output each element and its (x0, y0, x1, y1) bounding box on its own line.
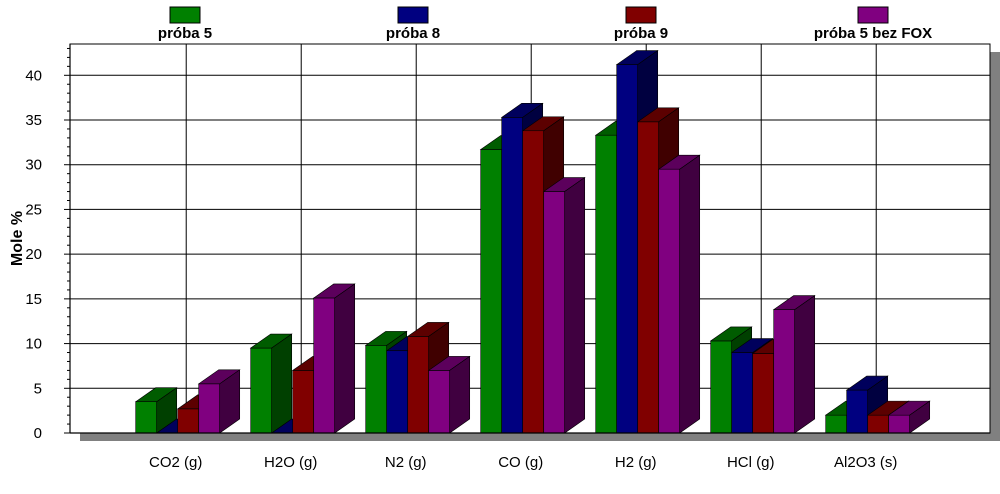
bar-side (449, 355, 471, 434)
bar-front (177, 408, 200, 434)
x-tick-label: CO2 (g) (149, 454, 202, 471)
bar (427, 355, 471, 434)
bar-side (909, 400, 931, 434)
bar-front (888, 414, 911, 434)
legend-swatch (169, 6, 201, 24)
bar-front (637, 121, 660, 434)
legend-item: próba 5 (158, 6, 212, 42)
bar-front (752, 353, 775, 434)
legend-swatch (397, 6, 429, 24)
legend-label: próba 5 (158, 25, 212, 42)
bar-side (334, 283, 356, 434)
bar-front (198, 383, 221, 434)
bar-front (480, 149, 503, 434)
bar-front (501, 117, 524, 434)
y-axis-title: Mole % (9, 211, 26, 266)
legend: próba 5 próba 8 próba 9 próba 5 bez FOX (158, 6, 932, 42)
legend-item: próba 8 (386, 6, 440, 42)
bar-side (564, 176, 586, 434)
y-tick-label: 0 (34, 425, 42, 442)
legend-swatch (625, 6, 657, 24)
bar (657, 154, 701, 434)
x-tick-label: H2O (g) (264, 454, 317, 471)
bar (249, 333, 293, 434)
bar-side (679, 154, 701, 434)
y-tick-label: 20 (25, 246, 42, 263)
x-tick-label: H2 (g) (615, 454, 657, 471)
bar-side (219, 369, 241, 434)
bar-front (250, 347, 273, 434)
legend-item: próba 9 (614, 6, 668, 42)
bar-front (428, 370, 451, 434)
bar-front (731, 352, 754, 434)
x-tick-label: CO (g) (498, 454, 543, 471)
bar-front (543, 191, 566, 434)
bar-front (522, 130, 545, 434)
y-tick-label: 35 (25, 112, 42, 129)
bar-front (616, 64, 639, 434)
axes (64, 44, 990, 434)
y-tick-label: 40 (25, 67, 42, 84)
legend-item: próba 5 bez FOX (814, 6, 932, 42)
bar (312, 283, 356, 434)
x-tick-label: HCl (g) (727, 454, 775, 471)
bar-front (313, 297, 336, 434)
y-tick-label: 10 (25, 336, 42, 353)
bar (134, 387, 178, 434)
y-tick-label: 25 (25, 201, 42, 218)
legend-swatch (857, 6, 889, 24)
bar-front (825, 414, 848, 434)
legend-label: próba 9 (614, 25, 668, 42)
bar (197, 369, 241, 434)
y-tick-label: 15 (25, 291, 42, 308)
bar-front (867, 414, 890, 434)
bar (542, 176, 586, 434)
bar-front (846, 389, 869, 434)
bar-side (794, 295, 816, 434)
x-tick-label: N2 (g) (385, 454, 427, 471)
bar-front (773, 309, 796, 434)
legend-label: próba 8 (386, 25, 440, 42)
bar-side (271, 333, 293, 434)
bar-front (292, 370, 315, 434)
bar-front (658, 168, 681, 434)
bar-front (407, 336, 430, 434)
bar-front (135, 401, 158, 434)
y-tick-label: 5 (34, 380, 42, 397)
bar (772, 295, 816, 434)
x-tick-label: Al2O3 (s) (834, 454, 897, 471)
y-tick-label: 30 (25, 157, 42, 174)
bar (887, 400, 931, 434)
bar-front (365, 345, 388, 434)
bar-front (386, 350, 409, 434)
bar-front (710, 340, 733, 434)
bar-front (595, 134, 618, 434)
legend-label: próba 5 bez FOX (814, 25, 932, 42)
axis-labels: 0 5 10 15 20 25 30 35 40 CO2 (g) H2O (g) N2 (g) CO (… (9, 67, 897, 471)
